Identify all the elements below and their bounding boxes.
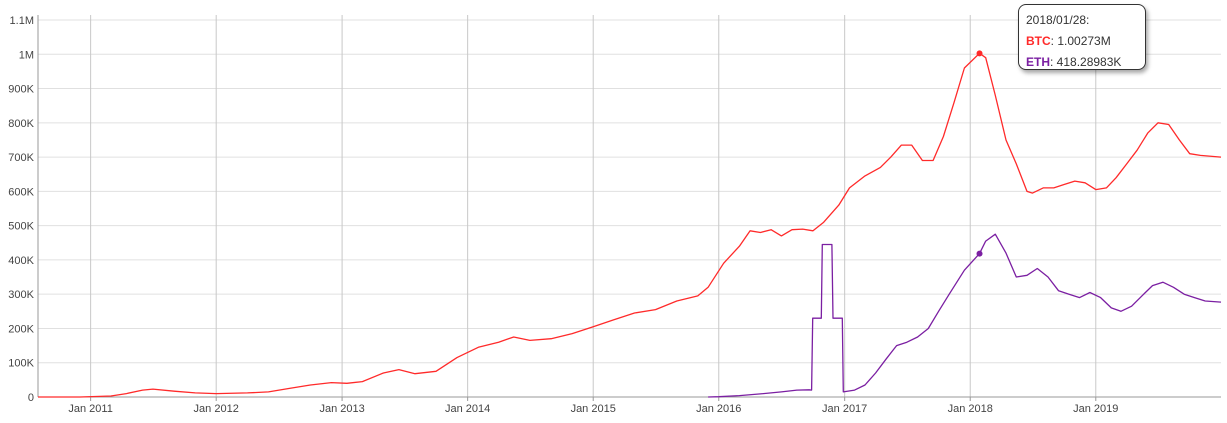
y-tick-label: 500K [8, 221, 34, 233]
tooltip-date: 2018/01/28: [1026, 13, 1090, 27]
y-tick-label: 200K [8, 323, 34, 335]
tooltip-btc-value: 1.00273M [1057, 34, 1111, 48]
tooltip-eth-value: 418.28983K [1056, 55, 1122, 69]
y-tick-label: 1.1M [10, 15, 34, 27]
x-tick-label: Jan 2018 [948, 403, 993, 415]
y-tick-label: 400K [8, 255, 34, 267]
y-tick-label: 0 [28, 392, 34, 404]
x-tick-label: Jan 2016 [696, 403, 741, 415]
y-tick-label: 300K [8, 289, 34, 301]
tooltip-btc-label: BTC [1026, 34, 1051, 48]
series-line-btc [38, 52, 1222, 398]
x-tick-label: Jan 2017 [822, 403, 867, 415]
x-tick-label: Jan 2019 [1073, 403, 1118, 415]
x-tick-label: Jan 2011 [68, 403, 112, 415]
eth-highlight-point [976, 250, 983, 257]
y-tick-label: 800K [8, 118, 34, 130]
x-tick-label: Jan 2012 [194, 403, 239, 415]
y-tick-label: 100K [8, 358, 34, 370]
x-tick-label: Jan 2013 [319, 403, 364, 415]
x-tick-label: Jan 2015 [571, 403, 616, 415]
y-tick-label: 700K [8, 152, 34, 164]
y-tick-label: 600K [8, 186, 34, 198]
tooltip-eth-row: ETH: 418.28983K [1026, 55, 1122, 69]
hover-tooltip: 2018/01/28: BTC: 1.00273M ETH: 418.28983… [1018, 4, 1146, 70]
tooltip-eth-label: ETH [1026, 55, 1050, 69]
y-tick-label: 1M [19, 49, 34, 61]
series-line-eth [708, 233, 1222, 398]
y-tick-label: 900K [8, 84, 34, 96]
btc-highlight-point [976, 50, 983, 57]
tooltip-btc-row: BTC: 1.00273M [1026, 34, 1111, 48]
x-tick-label: Jan 2014 [445, 403, 490, 415]
